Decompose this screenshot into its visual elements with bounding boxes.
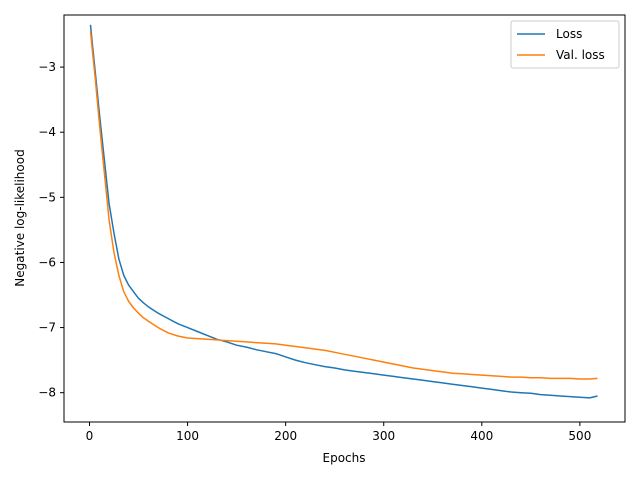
x-axis-label: Epochs xyxy=(323,451,366,465)
y-axis-label: Negative log-likelihood xyxy=(13,149,27,286)
y-tick-label: −3 xyxy=(38,60,56,74)
x-tick-label: 200 xyxy=(274,429,297,443)
plot-lines xyxy=(89,24,598,399)
x-tick-label: 400 xyxy=(470,429,493,443)
y-tick-label: −4 xyxy=(38,125,56,139)
legend-label-val-loss: Val. loss xyxy=(556,48,605,62)
x-tick-label: 300 xyxy=(372,429,395,443)
y-tick-label: −7 xyxy=(38,321,56,335)
series-line-loss xyxy=(89,24,598,399)
series-line-val-loss xyxy=(89,31,598,380)
x-tick-label: 100 xyxy=(176,429,199,443)
legend-label-loss: Loss xyxy=(556,27,582,41)
x-tick-label: 500 xyxy=(568,429,591,443)
y-tick-label: −6 xyxy=(38,255,56,269)
x-tick-label: 0 xyxy=(86,429,94,443)
plot-frame xyxy=(63,14,626,423)
legend: Loss Val. loss xyxy=(510,20,620,69)
x-axis-ticks: 0 100 200 300 400 500 xyxy=(86,422,591,443)
y-axis-ticks: −3 −4 −5 −6 −7 −8 xyxy=(38,60,64,400)
y-tick-label: −5 xyxy=(38,190,56,204)
legend-box xyxy=(510,20,620,69)
y-tick-label: −8 xyxy=(38,386,56,400)
